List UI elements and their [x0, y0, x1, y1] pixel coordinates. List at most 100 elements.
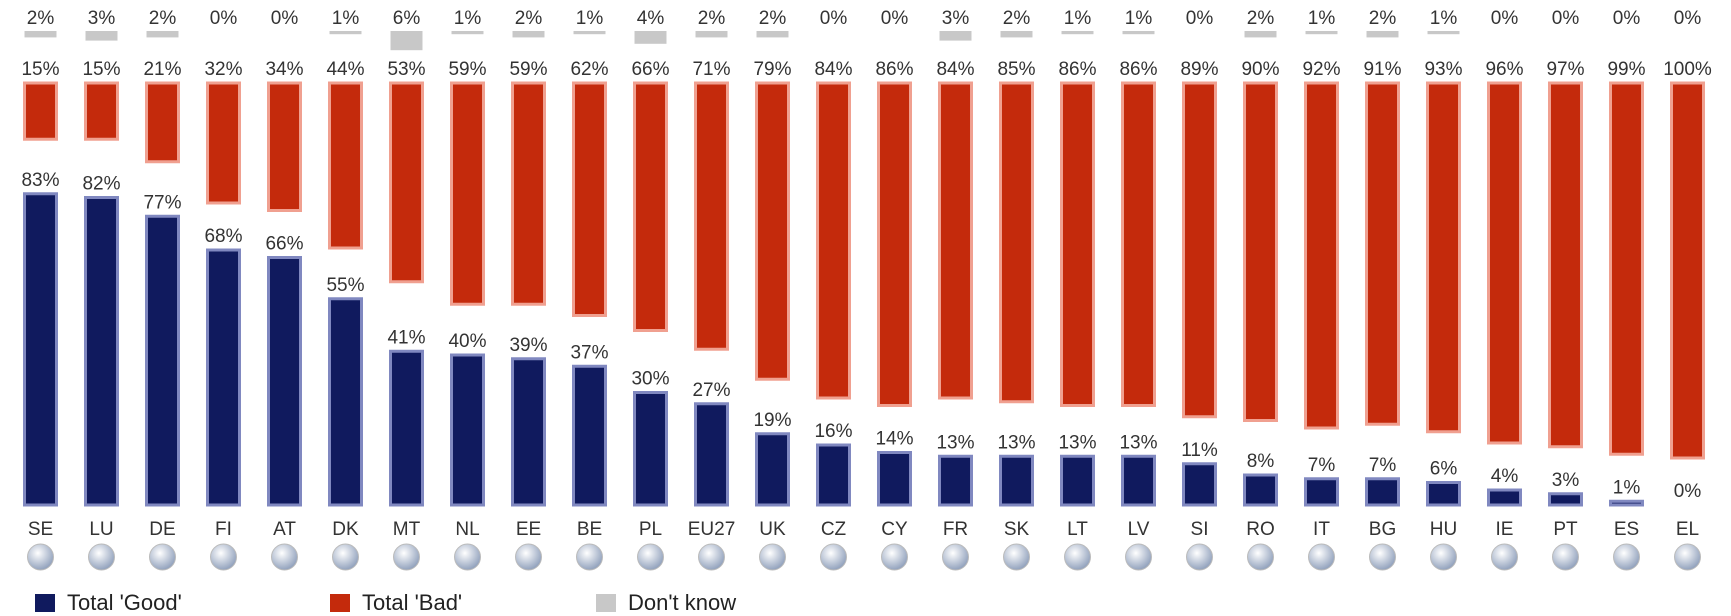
- bar: [1487, 488, 1522, 507]
- bar: [1000, 31, 1033, 38]
- value-label: 85%: [997, 59, 1035, 80]
- bar: [146, 31, 179, 38]
- value-label: 41%: [387, 327, 425, 348]
- bar: [1426, 81, 1461, 434]
- bar: [1365, 81, 1400, 426]
- bar: [1304, 477, 1339, 507]
- flag-icon: [881, 543, 908, 571]
- flag-icon: [210, 543, 237, 571]
- x-tick-label: AT: [273, 519, 296, 540]
- value-label: 44%: [326, 59, 364, 80]
- legend-swatch: [330, 594, 350, 612]
- bar: [450, 81, 485, 306]
- value-label: 100%: [1663, 59, 1712, 80]
- value-label: 84%: [814, 59, 852, 80]
- x-tick-label: PL: [639, 519, 662, 540]
- value-label: 82%: [82, 174, 120, 195]
- x-tick-label: SE: [28, 519, 53, 540]
- bar: [572, 81, 607, 317]
- value-label: 30%: [631, 369, 669, 390]
- flag-icon: [1064, 543, 1091, 571]
- bar: [877, 451, 912, 507]
- flag-icon: [1430, 543, 1457, 571]
- x-tick-label: EL: [1676, 519, 1699, 540]
- bar: [1670, 81, 1705, 460]
- bar: [85, 31, 118, 41]
- value-label: 91%: [1363, 59, 1401, 80]
- flag-icon: [1369, 543, 1396, 571]
- value-label: 59%: [448, 59, 486, 80]
- value-label: 86%: [1058, 59, 1096, 80]
- x-tick-label: BE: [577, 519, 602, 540]
- value-label: 0%: [1552, 8, 1580, 29]
- value-label: 1%: [1125, 8, 1153, 29]
- value-label: 93%: [1424, 59, 1462, 80]
- x-tick-label: SK: [1004, 519, 1030, 540]
- bar: [1304, 81, 1339, 430]
- bar: [1244, 31, 1277, 38]
- x-tick-label: LT: [1067, 519, 1088, 540]
- x-tick-label: NL: [455, 519, 479, 540]
- flag-icon: [332, 543, 359, 571]
- bar: [1243, 81, 1278, 422]
- bar: [1426, 481, 1461, 507]
- value-label: 89%: [1180, 59, 1218, 80]
- value-label: 0%: [820, 8, 848, 29]
- value-label: 1%: [1613, 477, 1641, 498]
- bar: [23, 81, 58, 141]
- value-label: 0%: [1674, 8, 1702, 29]
- value-label: 1%: [1308, 8, 1336, 29]
- legend-label: Total 'Bad': [362, 590, 462, 615]
- bar: [999, 81, 1034, 404]
- value-label: 97%: [1546, 59, 1584, 80]
- value-label: 3%: [88, 8, 116, 29]
- flag-icon: [393, 543, 420, 571]
- value-label: 0%: [881, 8, 909, 29]
- bar: [1366, 31, 1399, 38]
- value-label: 0%: [1674, 481, 1702, 502]
- bar: [1061, 31, 1094, 35]
- value-label: 2%: [27, 8, 55, 29]
- value-label: 13%: [1058, 432, 1096, 453]
- x-tick-label: FR: [943, 519, 968, 540]
- value-label: 92%: [1302, 59, 1340, 80]
- x-tick-label: EU27: [688, 519, 736, 540]
- bar: [755, 432, 790, 507]
- bar: [206, 248, 241, 507]
- bar: [267, 81, 302, 212]
- value-label: 6%: [393, 8, 421, 29]
- value-label: 1%: [454, 8, 482, 29]
- value-label: 62%: [570, 59, 608, 80]
- bar: [23, 192, 58, 507]
- flag-icon: [1674, 543, 1701, 571]
- value-label: 8%: [1247, 451, 1275, 472]
- bar: [756, 31, 789, 38]
- bar: [1427, 31, 1460, 35]
- value-label: 13%: [1119, 432, 1157, 453]
- value-label: 2%: [759, 8, 787, 29]
- value-label: 96%: [1485, 59, 1523, 80]
- flag-icon: [942, 543, 969, 571]
- x-tick-label: CY: [881, 519, 908, 540]
- x-tick-label: ES: [1614, 519, 1639, 540]
- value-label: 27%: [692, 380, 730, 401]
- bar: [572, 364, 607, 507]
- value-label: 2%: [515, 8, 543, 29]
- x-tick-label: RO: [1246, 519, 1275, 540]
- value-label: 0%: [1186, 8, 1214, 29]
- value-label: 4%: [637, 8, 665, 29]
- value-label: 1%: [576, 8, 604, 29]
- x-tick-label: HU: [1430, 519, 1457, 540]
- value-label: 68%: [204, 226, 242, 247]
- value-label: 1%: [1064, 8, 1092, 29]
- bar: [84, 196, 119, 507]
- value-label: 14%: [875, 429, 913, 450]
- value-label: 32%: [204, 59, 242, 80]
- bar: [1487, 81, 1522, 445]
- bar: [1060, 454, 1095, 507]
- value-label: 90%: [1241, 59, 1279, 80]
- value-label: 2%: [1003, 8, 1031, 29]
- x-tick-label: BG: [1369, 519, 1396, 540]
- bar: [389, 349, 424, 507]
- value-label: 0%: [210, 8, 238, 29]
